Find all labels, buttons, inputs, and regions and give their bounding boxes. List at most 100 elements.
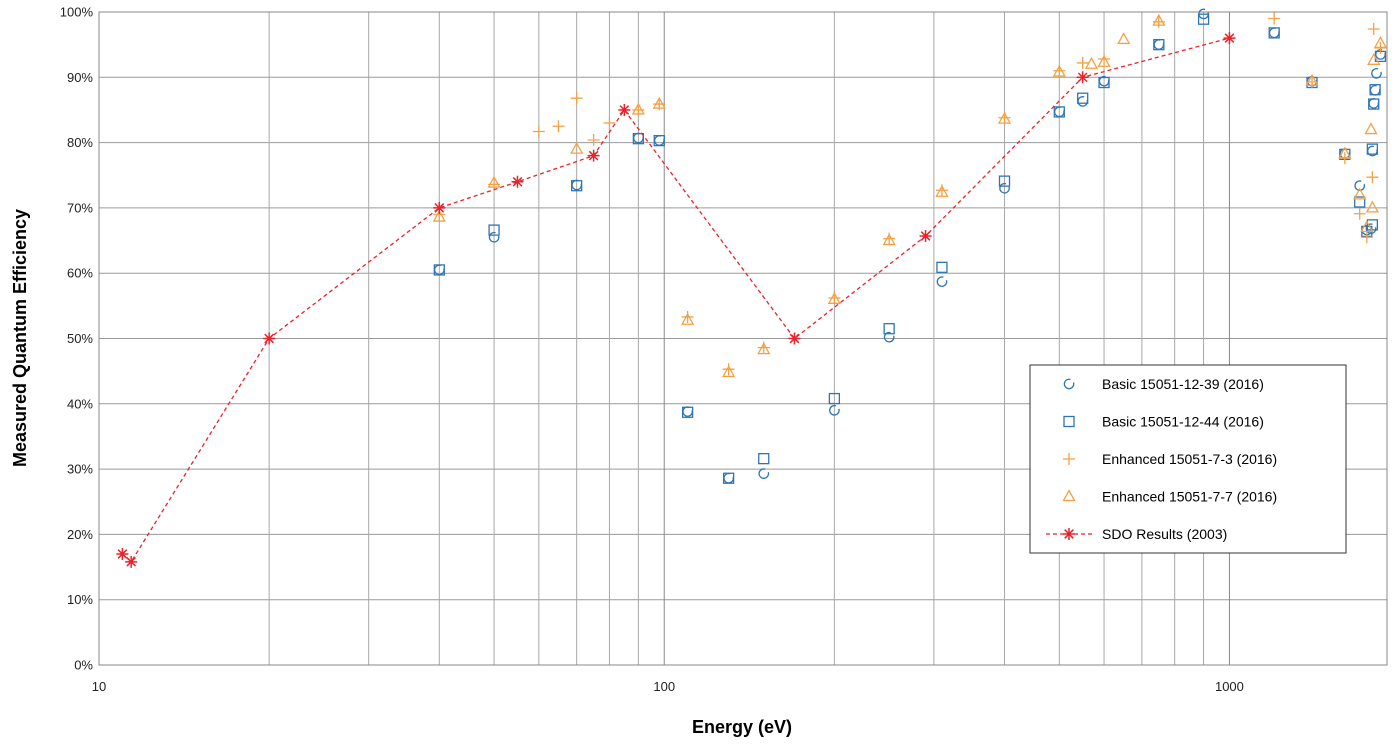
y-tick-label-9: 90% [67,70,93,85]
series-0-point-9 [883,331,895,343]
series-0-point-1 [488,231,500,243]
legend-marker-0 [1063,378,1075,390]
series-3-point-15 [1117,32,1131,45]
series-1-point-16 [1197,13,1210,25]
series-4-point-8 [919,229,932,242]
series-3-point-1 [487,175,501,188]
series-1-point-9 [883,323,895,335]
x-tick-label-0: 10 [92,679,106,694]
plot-border [98,11,1388,666]
series-4-point-7 [788,332,801,345]
series-2-point-20 [1268,12,1281,25]
series-2-point-23 [1353,207,1366,220]
series-0-point-26 [1371,68,1382,79]
axis-ticks: 0% 10% 20% 30% 40% 50% 60% 70% 80% 90% 100% 10 100 10… [60,5,1244,695]
series-3-point-24 [1373,35,1388,48]
series-3-point-22 [1365,200,1379,213]
series-3-point-3 [631,102,645,115]
series-3-point-13 [1084,56,1099,69]
series-2-point-2 [532,125,545,138]
y-tick-label-5: 50% [67,331,93,346]
series-1-point-8 [828,392,841,405]
legend-marker-1 [1063,415,1075,428]
series-0-point-10 [936,276,948,287]
series-3-point-12 [1052,64,1066,77]
series-3 [432,13,1388,378]
series-1-point-22 [1366,219,1379,231]
series-3-point-16 [1152,13,1166,26]
series-1-point-13 [1077,92,1089,104]
legend-marker-2 [1063,453,1075,465]
series-3-point-21 [1364,122,1378,135]
y-tick-label-2: 20% [67,527,93,542]
series-1-point-2 [571,180,583,192]
series-1-point-14 [1098,76,1110,89]
legend-label-0: Basic 15051-12-39 (2016) [1102,376,1264,392]
series-3-point-4 [652,96,666,109]
series-1-point-24 [1368,98,1380,110]
series-3-point-23 [1367,52,1381,65]
x-axis-title: Energy (eV) [692,717,792,737]
series-4-point-2 [263,332,276,345]
series-4-point-9 [1076,71,1089,84]
series-3-point-0 [432,209,446,222]
series-0-point-20 [1354,180,1366,192]
legend-label-3: Enhanced 15051-7-7 (2016) [1102,489,1277,505]
y-tick-label-8: 80% [67,135,93,150]
series-1-point-0 [433,264,445,276]
series-4-point-6 [618,103,631,116]
series-2-point-17 [1076,56,1089,69]
series-2-point-25 [1366,171,1379,184]
series-3-point-5 [681,312,695,325]
legend-label-2: Enhanced 15051-7-3 (2016) [1102,451,1277,467]
legend: Basic 15051-12-39 (2016) Basic 15051-12-4… [1029,364,1347,554]
series-3-point-14 [1097,54,1111,67]
series-1-point-12 [1053,106,1065,118]
series-1-point-6 [722,472,735,484]
series-1-point-1 [488,224,500,236]
series-3-point-9 [882,233,896,246]
series-3-point-6 [722,365,736,378]
series-1-point-3 [632,133,645,145]
series-0-point-7 [758,468,770,479]
series-4-point-0 [116,547,129,560]
series-1-point-17 [1268,27,1280,39]
y-tick-label-1: 10% [67,592,93,607]
legend-marker-3 [1062,489,1076,502]
y-tick-label-7: 70% [67,200,93,215]
y-tick-label-0: 0% [74,658,93,673]
series-3-point-19 [1353,187,1367,200]
series-3-point-20 [1360,220,1374,233]
series-1-point-20 [1354,196,1366,208]
x-tick-label-1: 100 [653,679,675,694]
series-0-point-8 [829,404,840,416]
legend-label-4: SDO Results (2003) [1102,526,1227,542]
y-tick-label-3: 30% [67,462,93,477]
series-4-point-5 [587,149,600,162]
data-series [116,8,1388,568]
series-1-point-5 [681,406,694,418]
series-4-point-1 [125,555,138,568]
series-2-point-24 [1360,231,1373,244]
series-1-point-7 [758,453,770,465]
series-1-point-10 [936,261,948,273]
series-4-point-3 [433,201,446,214]
series-1-point-4 [653,134,665,147]
series-4-point-4 [511,175,524,188]
series-2-point-5 [587,133,600,146]
series-3-point-10 [935,184,949,197]
series-0-point-11 [999,182,1010,194]
y-tick-label-6: 60% [67,266,93,281]
series-3-point-7 [757,342,771,355]
series-4 [116,32,1236,568]
series-2-point-4 [570,92,583,105]
series-3-point-17 [1305,73,1319,86]
legend-marker-4 [1063,528,1075,540]
y-tick-label-4: 40% [67,396,93,411]
series-2-point-6 [603,117,616,130]
series-1-point-11 [998,175,1011,187]
series-3-point-11 [997,111,1012,124]
series-4-point-10 [1223,32,1236,45]
series-3-point-8 [827,291,841,304]
